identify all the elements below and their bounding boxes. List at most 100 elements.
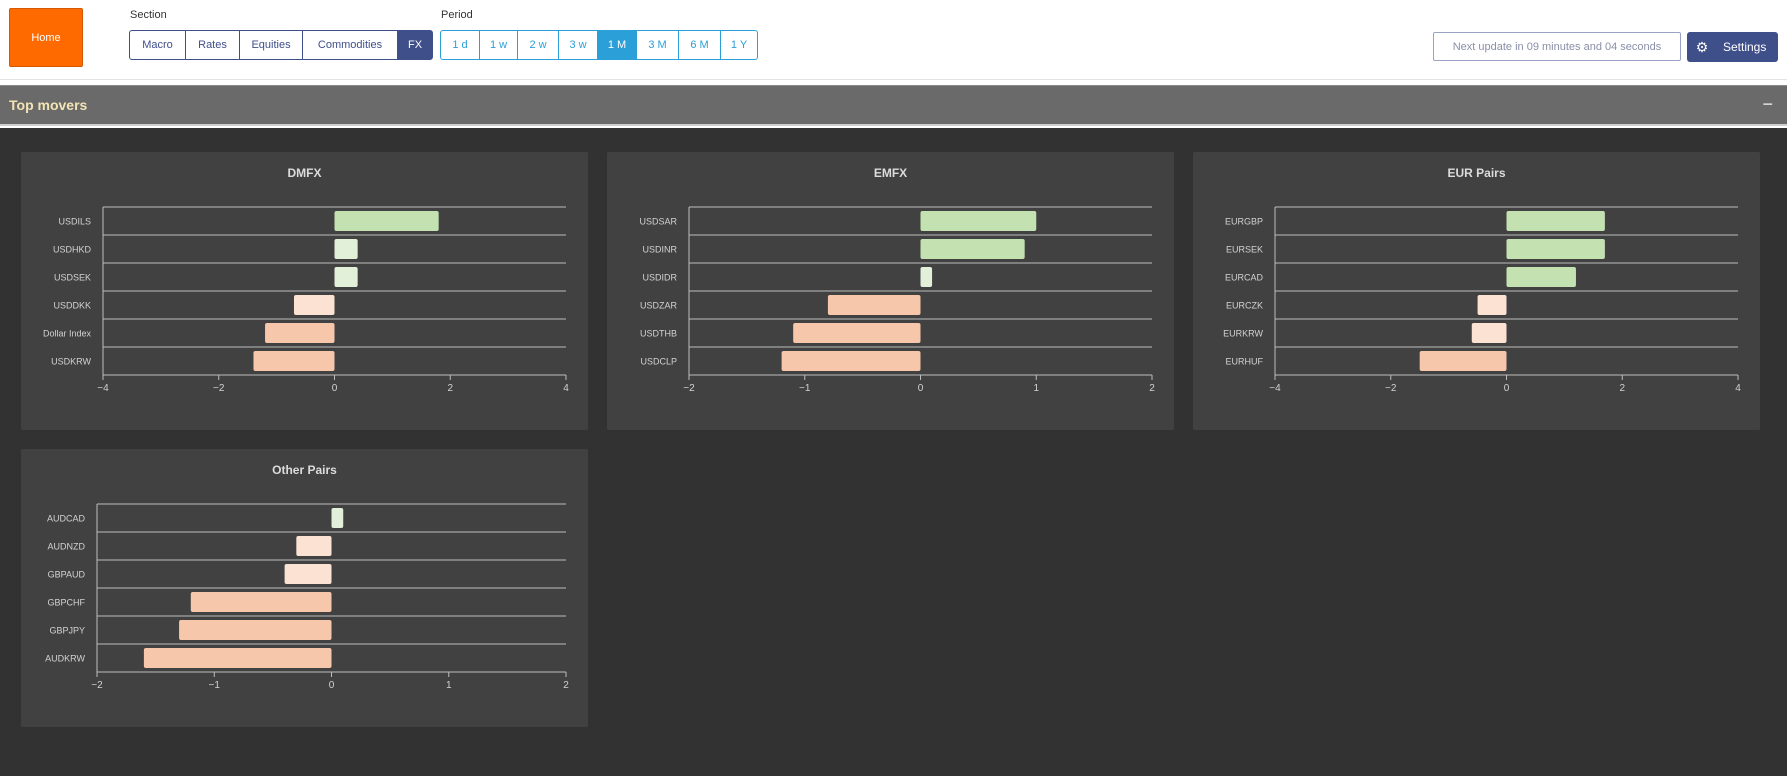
period-tab-1-m[interactable]: 1 M [597, 30, 637, 60]
period-tab-6-m[interactable]: 6 M [678, 30, 721, 60]
x-tick-label: −2 [91, 680, 103, 691]
category-label: USDINR [642, 245, 677, 255]
category-label: USDIDR [642, 273, 677, 283]
section-tab-macro[interactable]: Macro [129, 30, 186, 60]
bar-eursek[interactable] [1506, 239, 1605, 259]
category-label: USDHKD [53, 245, 92, 255]
bar-usdsek[interactable] [334, 267, 358, 287]
x-tick-label: 1 [446, 680, 452, 691]
category-label: EURSEK [1226, 245, 1263, 255]
chart-card-eur-pairs: EUR Pairs EURGBP EURSEK EURCAD EURCZK EURKRW… [1193, 152, 1760, 430]
x-tick-label: 4 [1735, 383, 1741, 394]
category-label: AUDKRW [45, 654, 85, 664]
settings-button[interactable]: ⚙ Settings [1687, 32, 1778, 62]
bar-dollar-index[interactable] [265, 323, 335, 343]
gear-icon: ⚙ [1695, 38, 1709, 55]
x-tick-label: 2 [563, 680, 569, 691]
x-tick-label: 4 [563, 383, 569, 394]
x-tick-label: −2 [683, 383, 695, 394]
panel-title: Top movers [9, 97, 88, 113]
category-label: GBPAUD [48, 570, 86, 580]
section-tab-commodities[interactable]: Commodities [302, 30, 398, 60]
period-tab-3-m[interactable]: 3 M [636, 30, 679, 60]
chart-other-pairs: AUDCAD AUDNZD GBPAUD GBPCHF GBPJPY AUDKRW −2 −1… [45, 503, 569, 691]
category-label: EURHUF [1226, 357, 1264, 367]
chart-card-emfx: EMFX USDSAR USDINR USDIDR USDZAR USDTHB USDCL… [607, 152, 1174, 430]
category-label: AUDNZD [48, 542, 86, 552]
bar-eurczk[interactable] [1477, 295, 1507, 315]
bar-audkrw[interactable] [143, 648, 332, 668]
next-update-status: Next update in 09 minutes and 04 seconds [1433, 32, 1681, 61]
bar-usdinr[interactable] [920, 239, 1025, 259]
category-label: Dollar Index [43, 329, 92, 339]
period-label: Period [441, 9, 473, 21]
chart-title: EMFX [873, 166, 908, 180]
x-tick-label: −1 [799, 383, 811, 394]
category-label: USDDKK [53, 301, 91, 311]
x-tick-label: 0 [329, 680, 335, 691]
section-tab-fx[interactable]: FX [397, 30, 433, 60]
bar-usdthb[interactable] [793, 323, 921, 343]
chart-dmfx: USDILS USDHKD USDSEK USDDKK Dollar Index USDK… [43, 206, 569, 394]
category-label: USDZAR [640, 301, 678, 311]
bar-gbpaud[interactable] [284, 564, 332, 584]
bar-audnzd[interactable] [296, 536, 332, 556]
settings-label: Settings [1723, 40, 1767, 54]
section-tab-equities[interactable]: Equities [239, 30, 303, 60]
chart-title: DMFX [287, 166, 322, 180]
period-tab-2-w[interactable]: 2 w [517, 30, 559, 60]
period-tab-3-w[interactable]: 3 w [558, 30, 598, 60]
bar-gbpjpy[interactable] [179, 620, 332, 640]
category-label: EURCAD [1225, 273, 1264, 283]
x-tick-label: −2 [1385, 383, 1397, 394]
section-tab-rates[interactable]: Rates [185, 30, 240, 60]
bar-eurgbp[interactable] [1506, 211, 1605, 231]
category-label: USDTHB [640, 329, 677, 339]
bar-usddkk[interactable] [293, 295, 335, 315]
bar-usdclp[interactable] [781, 351, 921, 371]
category-label: EURKRW [1223, 329, 1263, 339]
home-button[interactable]: Home [9, 8, 83, 67]
x-tick-label: 2 [1619, 383, 1625, 394]
chart-card-dmfx: DMFX USDILS USDHKD USDSEK USDDKK Dollar Inde… [21, 152, 588, 430]
bar-usdidr[interactable] [920, 267, 933, 287]
chart-title: Other Pairs [272, 463, 337, 477]
x-tick-label: 0 [918, 383, 924, 394]
category-label: GBPJPY [49, 626, 85, 636]
category-label: EURGBP [1225, 217, 1263, 227]
x-tick-label: 0 [332, 383, 338, 394]
top-movers-panel-header: Top movers − [0, 85, 1787, 126]
bar-usdkrw[interactable] [253, 351, 335, 371]
x-tick-label: 2 [1149, 383, 1155, 394]
category-label: USDCLP [640, 357, 677, 367]
bar-usdils[interactable] [334, 211, 439, 231]
x-tick-label: −2 [213, 383, 225, 394]
bar-eurhuf[interactable] [1419, 351, 1507, 371]
bar-usdhkd[interactable] [334, 239, 358, 259]
top-toolbar: Home Section Macro Rates Equities Commoditi… [0, 0, 1787, 80]
bar-audcad[interactable] [331, 508, 344, 528]
period-tab-1-y[interactable]: 1 Y [720, 30, 758, 60]
period-tab-1-d[interactable]: 1 d [440, 30, 480, 60]
x-tick-label: 1 [1033, 383, 1039, 394]
period-tab-1-w[interactable]: 1 w [479, 30, 518, 60]
bar-eurcad[interactable] [1506, 267, 1576, 287]
category-label: USDILS [58, 217, 91, 227]
bar-usdzar[interactable] [827, 295, 921, 315]
x-tick-label: −4 [1269, 383, 1281, 394]
bar-gbpchf[interactable] [190, 592, 332, 612]
section-label: Section [130, 9, 167, 21]
collapse-button[interactable]: − [1762, 94, 1773, 114]
category-label: EURCZK [1226, 301, 1263, 311]
bar-eurkrw[interactable] [1471, 323, 1507, 343]
chart-title: EUR Pairs [1447, 166, 1506, 180]
category-label: GBPCHF [47, 598, 85, 608]
section-button-group: Macro Rates Equities Commodities FX [129, 30, 433, 60]
category-label: USDSAR [639, 217, 677, 227]
category-label: USDSEK [54, 273, 91, 283]
charts-area: DMFX USDILS USDHKD USDSEK USDDKK Dollar Inde… [0, 128, 1787, 776]
bar-usdsar[interactable] [920, 211, 1037, 231]
category-label: AUDCAD [47, 514, 86, 524]
x-tick-label: 0 [1504, 383, 1510, 394]
